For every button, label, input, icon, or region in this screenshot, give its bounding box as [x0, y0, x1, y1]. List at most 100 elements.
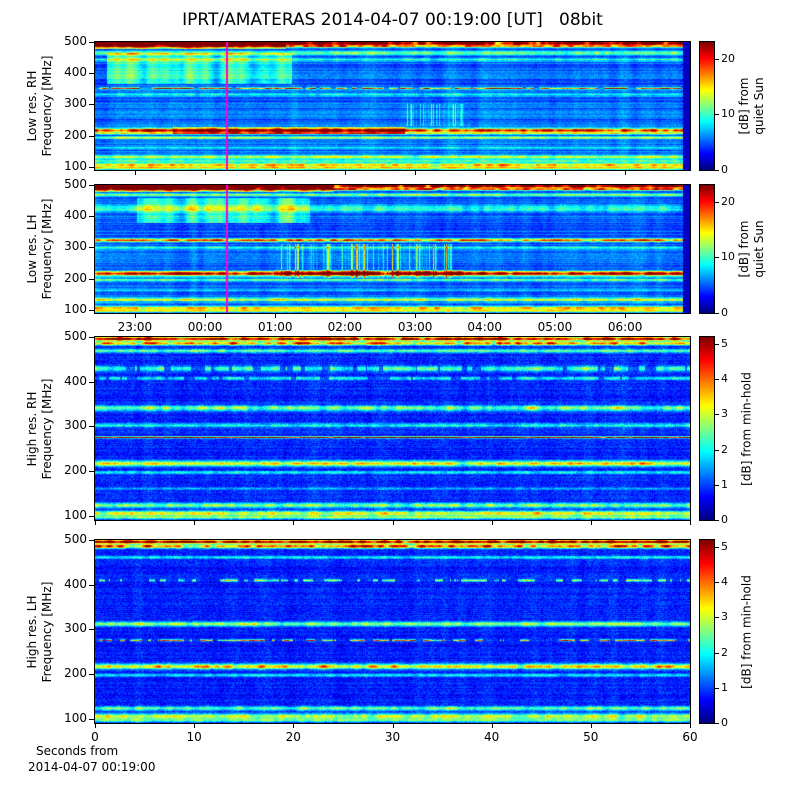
x-tick-mark	[95, 521, 96, 525]
colorbar-tick-label: 5	[721, 540, 728, 554]
x-tick-label: 05:00	[537, 320, 573, 334]
x-tick-label: 03:00	[397, 320, 433, 334]
colorbar-high-res-lh	[699, 539, 715, 724]
colorbar-label-line1: [dB] from min-hold	[739, 574, 754, 689]
x-tick-mark	[625, 171, 626, 175]
x-tick-mark	[393, 724, 394, 728]
y-tick-label: 300	[64, 239, 87, 254]
colorbar-label-line2: quiet Sun	[752, 220, 766, 278]
x-tick-mark	[205, 314, 206, 318]
y-tick-mark	[89, 719, 94, 720]
y-tick-mark	[89, 216, 94, 217]
colorbar-tick-mark	[715, 723, 719, 724]
y-tick-label: 300	[64, 418, 87, 433]
colorbar-label-low-res-rh: [dB] from quiet Sun	[737, 77, 767, 134]
colorbar-tick-label: 10	[721, 250, 735, 264]
figure-title: IPRT/AMATERAS 2014-04-07 00:19:00 [UT] 0…	[182, 10, 603, 30]
colorbar-label-low-res-lh: [dB] from quiet Sun	[737, 220, 767, 277]
x-tick-mark	[275, 171, 276, 175]
colorbar-tick-label: 0	[721, 716, 728, 729]
colorbar-tick-label: 4	[721, 372, 728, 386]
colorbar-tick-label: 4	[721, 575, 728, 589]
colorbar-label-line2: quiet Sun	[752, 77, 766, 135]
spectrogram-low-res-rh	[94, 41, 691, 171]
y-tick-label: 100	[64, 507, 87, 522]
colorbar-tick-label: 5	[721, 337, 728, 351]
colorbar-tick-mark	[715, 114, 719, 115]
y-tick-label: 400	[64, 208, 87, 223]
colorbar-tick-label: 3	[721, 610, 728, 624]
colorbar-tick-mark	[715, 485, 719, 486]
x-tick-mark	[690, 724, 691, 728]
y-tick-label: 100	[64, 301, 87, 316]
spectrogram-low-res-lh	[94, 184, 691, 314]
x-tick-label: 40	[484, 730, 500, 744]
x-tick-mark	[345, 171, 346, 175]
x-tick-mark	[293, 521, 294, 525]
y-tick-label: 200	[64, 270, 87, 285]
y-axis-label-line1: Low res. RH	[25, 70, 39, 142]
y-axis-label-line1: High res. LH	[25, 594, 39, 669]
colorbar-tick-mark	[715, 450, 719, 451]
y-tick-label: 100	[64, 710, 87, 725]
y-tick-label: 300	[64, 96, 87, 111]
y-tick-mark	[89, 185, 94, 186]
x-tick-mark	[194, 724, 195, 728]
y-tick-mark	[89, 471, 94, 472]
x-tick-mark	[591, 521, 592, 525]
y-tick-mark	[89, 247, 94, 248]
x-tick-label: 06:00	[607, 320, 643, 334]
y-tick-label: 500	[64, 177, 87, 191]
y-tick-mark	[89, 279, 94, 280]
x-tick-label: 00:00	[187, 320, 223, 334]
x-tick-mark	[393, 521, 394, 525]
colorbar-label-line1: [dB] from	[737, 77, 751, 135]
y-tick-mark	[89, 167, 94, 168]
y-axis-label-line1: Low res. LH	[25, 214, 39, 284]
x-tick-mark	[293, 724, 294, 728]
colorbar-tick-mark	[715, 688, 719, 689]
colorbar-tick-label: 20	[721, 51, 735, 65]
x-tick-mark	[555, 314, 556, 318]
colorbar-tick-label: 0	[721, 163, 728, 176]
x-tick-mark	[415, 314, 416, 318]
x-tick-mark	[135, 314, 136, 318]
x-tick-mark	[625, 314, 626, 318]
y-tick-mark	[89, 382, 94, 383]
y-tick-label: 100	[64, 158, 87, 173]
colorbar-label-high-res-lh: [dB] from min-hold	[740, 575, 755, 689]
x-tick-mark	[485, 171, 486, 175]
colorbar-high-res-rh	[699, 336, 715, 521]
x-tick-mark	[555, 171, 556, 175]
colorbar-low-res-lh	[699, 184, 715, 314]
y-tick-mark	[89, 629, 94, 630]
y-tick-label: 400	[64, 576, 87, 591]
x-tick-label: 30	[384, 730, 401, 744]
x-tick-label: 10	[186, 730, 202, 744]
y-tick-label: 500	[64, 532, 87, 546]
x-tick-mark	[205, 171, 206, 175]
x-tick-label: 60	[682, 730, 698, 744]
y-axis-label-high-res-lh: High res. LH Frequency [MHz]	[25, 581, 55, 682]
y-tick-label: 400	[64, 65, 87, 80]
colorbar-tick-mark	[715, 653, 719, 654]
y-tick-mark	[89, 42, 94, 43]
y-tick-label: 300	[64, 621, 87, 636]
colorbar-tick-mark	[715, 520, 719, 521]
y-tick-label: 500	[64, 329, 87, 343]
colorbar-tick-label: 0	[721, 513, 728, 526]
x-tick-label: 04:00	[467, 320, 503, 334]
x-tick-label: 01:00	[257, 320, 293, 334]
x-axis-title-line1: Seconds from	[36, 744, 119, 758]
colorbar-label-line1: [dB] from min-hold	[739, 371, 754, 486]
colorbar-tick-label: 2	[721, 442, 728, 456]
colorbar-tick-mark	[715, 170, 719, 171]
y-axis-label-low-res-rh: Low res. RH Frequency [MHz]	[25, 56, 55, 157]
x-tick-mark	[492, 521, 493, 525]
colorbar-label-line1: [dB] from	[737, 220, 751, 278]
x-tick-label: 0	[91, 730, 99, 744]
x-tick-mark	[415, 171, 416, 175]
x-axis-title-line2: 2014-04-07 00:19:00	[28, 760, 156, 774]
y-tick-label: 200	[64, 127, 87, 142]
